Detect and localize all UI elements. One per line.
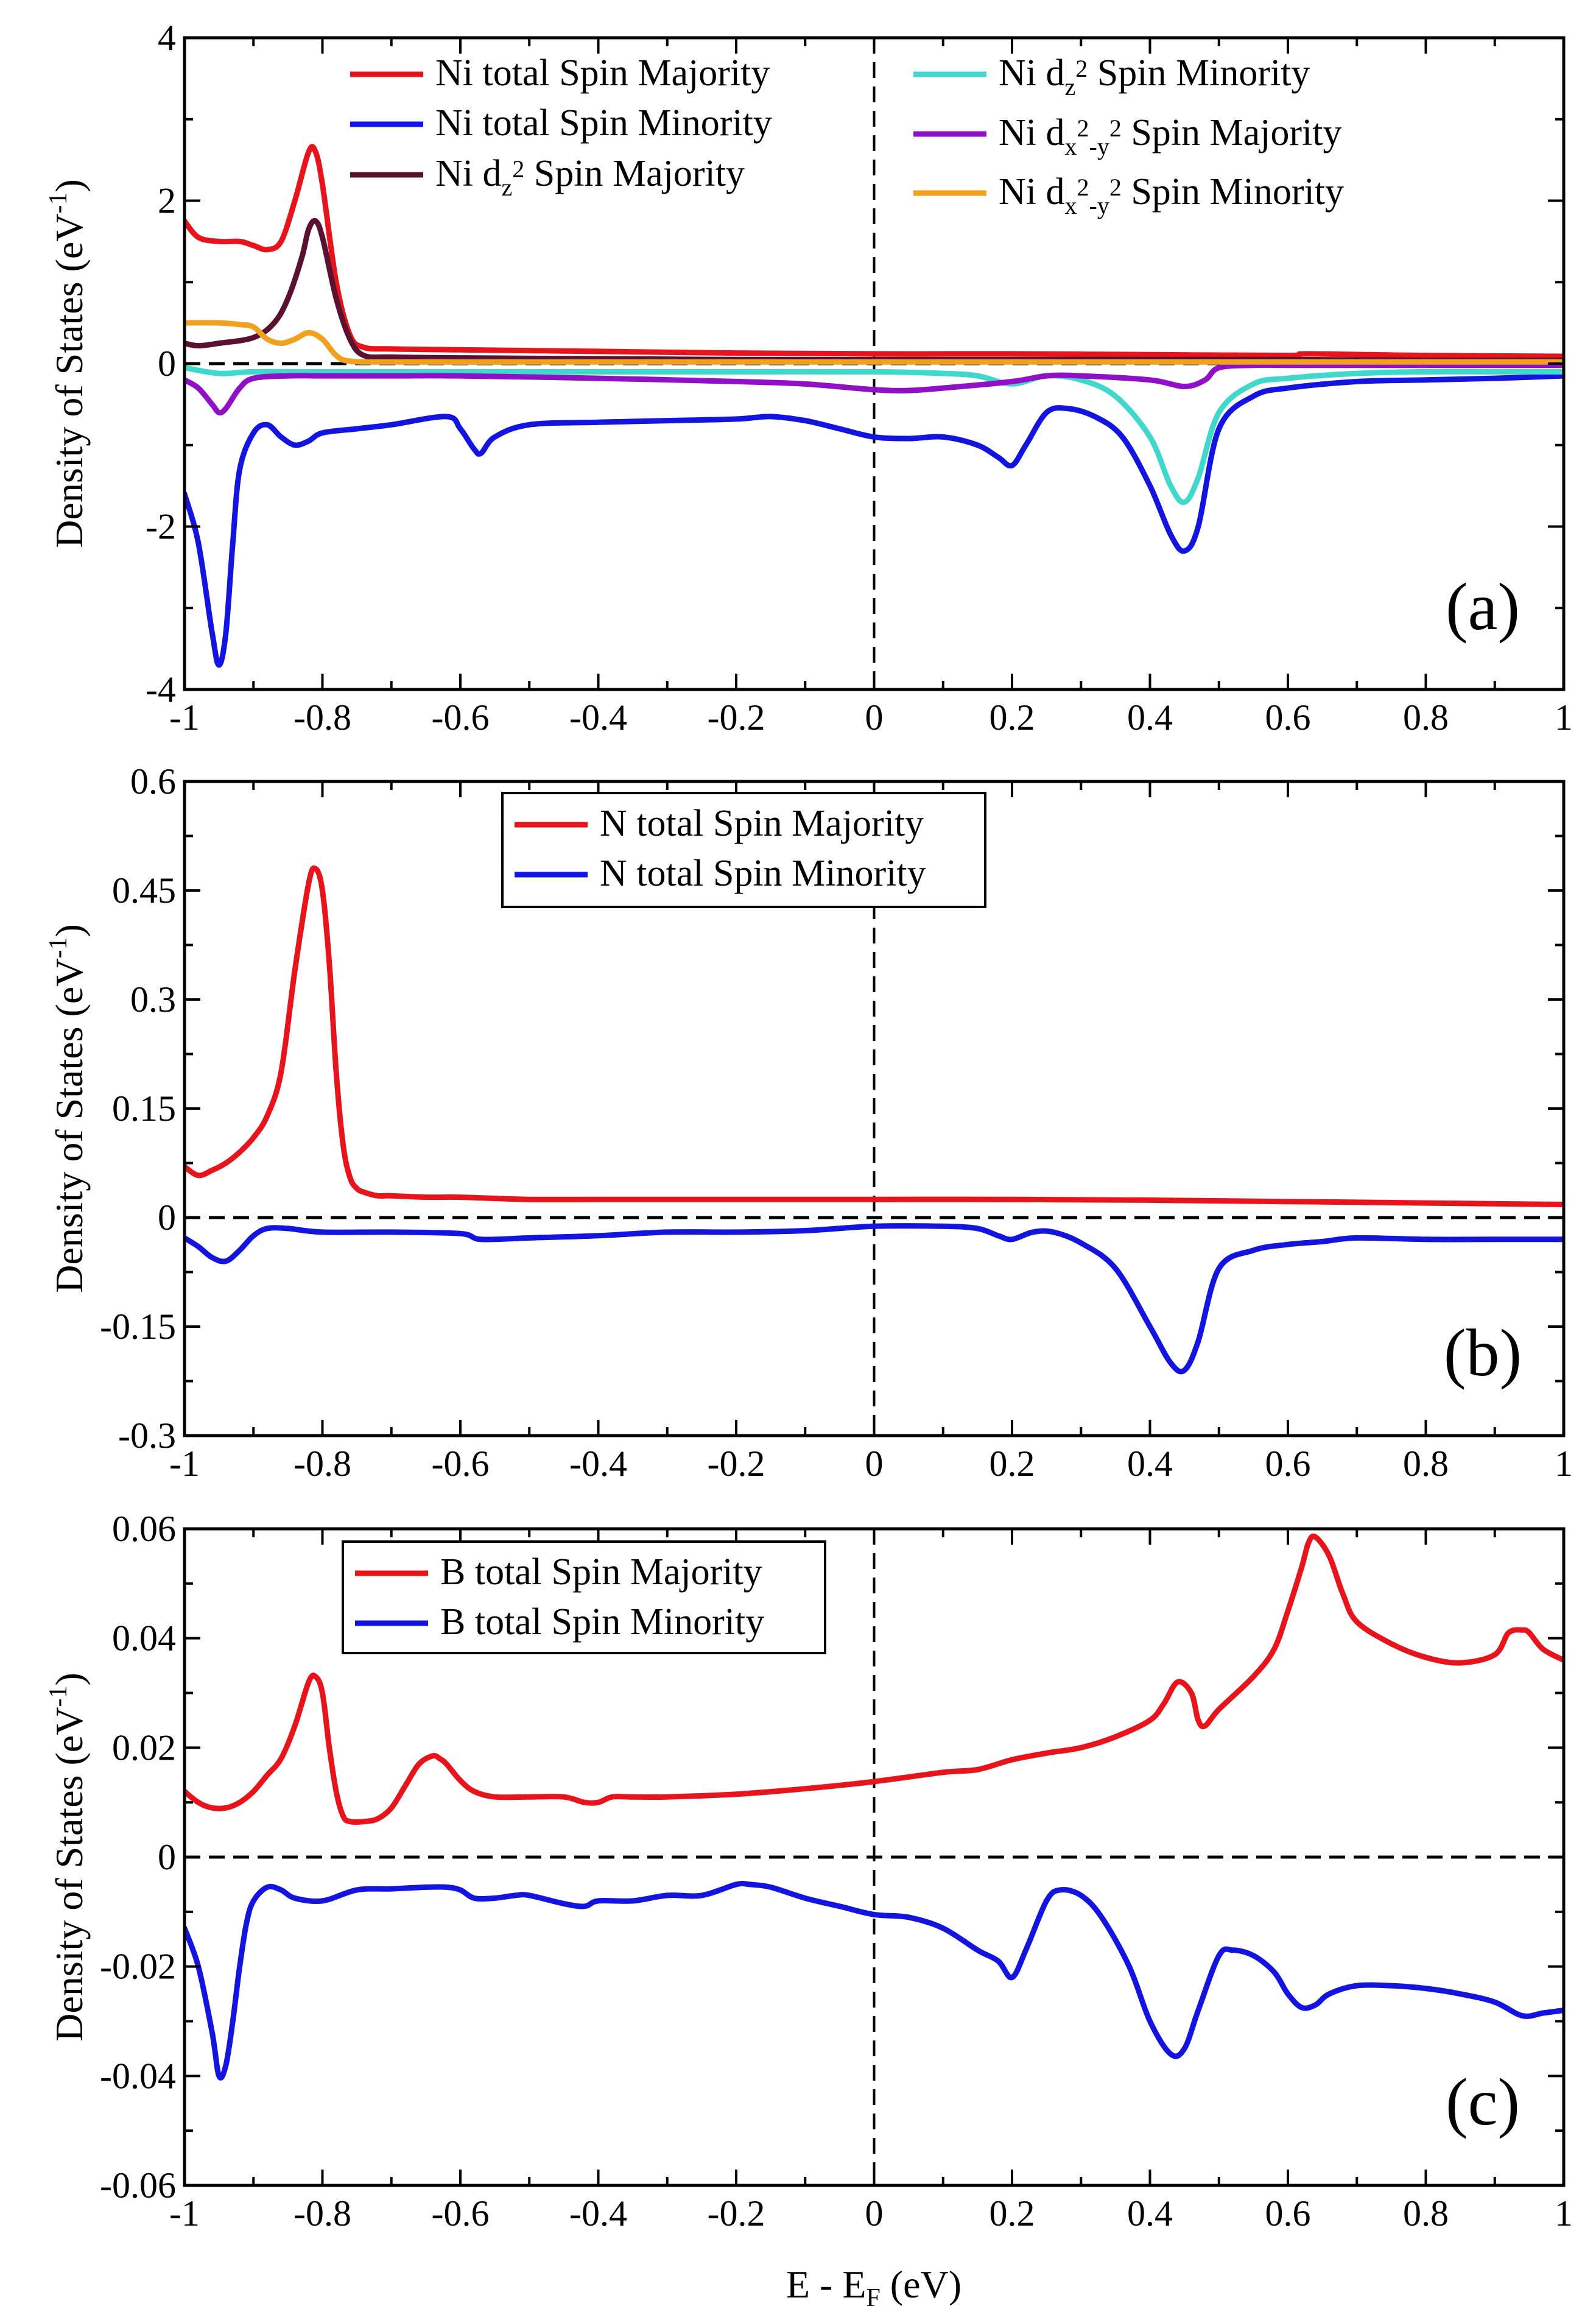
x-tick-label: -0.6 (432, 1444, 490, 1484)
x-tick-label: 0 (865, 697, 884, 738)
y-axis-title: Density of States (eV-1) (44, 179, 91, 548)
y-tick-label: 0.04 (112, 1618, 176, 1659)
y-axis-title: Density of States (eV-1) (44, 924, 91, 1293)
legend: N total Spin Majority N total Spin Minori… (501, 792, 986, 908)
series-line (185, 144, 1564, 359)
legend-label: B total Spin Majority (440, 1551, 762, 1593)
legend-label: N total Spin Minority (600, 853, 926, 894)
y-tick-label: 0.15 (112, 1088, 176, 1129)
y-tick-label: -0.04 (100, 2056, 176, 2096)
y-tick-label: 0.06 (112, 1509, 176, 1549)
x-tick-label: -0.6 (432, 697, 490, 738)
x-tick-label: -1 (169, 2193, 200, 2234)
x-tick-label: 0 (865, 1444, 884, 1484)
x-tick-label: -0.4 (569, 2193, 627, 2234)
legend-label: B total Spin Minority (440, 1601, 764, 1643)
x-tick-label: 0.8 (1403, 2193, 1449, 2234)
y-tick-label: 0 (158, 1197, 176, 1238)
y-tick-label: 0.45 (112, 870, 176, 911)
panel-b: -1 -0.8 -0.6 -0.4 -0.2 0 0.2 0.4 0.6 0.8 1 -0.3 -0.1… (44, 761, 1573, 1484)
x-tick-label: -0.2 (708, 697, 765, 738)
series-line (185, 865, 1564, 1207)
x-tick-label: 0.8 (1403, 697, 1449, 738)
x-tick-label: 0.8 (1403, 1444, 1449, 1484)
y-tick-label: -0.02 (100, 1947, 176, 1987)
x-axis-title: E - EF (eV) (786, 2263, 961, 2306)
y-tick-label: -0.15 (100, 1306, 176, 1347)
x-tick-label: -0.4 (569, 697, 627, 738)
legend-label: Ni dz2 Spin Majority (435, 153, 745, 201)
series-line (185, 373, 1564, 668)
legend-label: Ni dx2-y2 Spin Majority (999, 112, 1342, 160)
panel-a: -1 -0.8 -0.6 -0.4 -0.2 0 0.2 0.4 0.6 0.8 1 -4 -2 0 2 4 D… (44, 18, 1573, 738)
x-tick-label: -1 (169, 697, 200, 738)
x-tick-label: 1 (1555, 1444, 1573, 1484)
panel-label: (b) (1444, 1316, 1522, 1390)
x-tick-label: -0.4 (569, 1444, 627, 1484)
panel-label: (c) (1446, 2065, 1520, 2139)
legend-box (342, 1540, 826, 1654)
legend-label: Ni dx2-y2 Spin Minority (999, 171, 1344, 219)
y-tick-label: -2 (146, 507, 176, 547)
y-tick-label: 4 (158, 18, 176, 58)
y-tick-label: -0.3 (118, 1416, 176, 1456)
series-line (185, 1223, 1564, 1375)
x-tick-label: 0.4 (1127, 697, 1173, 738)
x-tick-label: -0.6 (432, 2193, 490, 2234)
x-tick-label: -0.8 (294, 1444, 351, 1484)
y-tick-label: -4 (146, 669, 176, 710)
x-tick-label: 0.6 (1265, 1444, 1311, 1484)
y-tick-label: -0.06 (100, 2165, 176, 2206)
series-line (185, 362, 1564, 416)
y-tick-label: 0 (158, 1837, 176, 1877)
x-tick-label: 0.4 (1127, 1444, 1173, 1484)
series-line (185, 1533, 1564, 1825)
y-tick-label: 2 (158, 181, 176, 221)
legend: B total Spin Majority B total Spin Minori… (342, 1540, 826, 1654)
legend-label: N total Spin Majority (600, 803, 924, 844)
series-line (185, 320, 1564, 365)
legend-box (501, 792, 986, 908)
x-tick-label: 0.4 (1127, 2193, 1173, 2234)
x-tick-label: 0.6 (1265, 697, 1311, 738)
y-tick-label: 0.3 (130, 979, 176, 1020)
x-tick-label: -0.8 (294, 697, 351, 738)
panel-c: -1 -0.8 -0.6 -0.4 -0.2 0 0.2 0.4 0.6 0.8 1 -0.06 -0.… (44, 1509, 1573, 2234)
x-tick-label: -0.8 (294, 2193, 351, 2234)
series-line (185, 1880, 1564, 2081)
panel-label: (a) (1446, 569, 1520, 644)
x-tick-label: -0.2 (708, 2193, 765, 2234)
x-tick-label: 0.2 (990, 1444, 1035, 1484)
y-tick-label: 0.02 (112, 1727, 176, 1768)
x-tick-label: 0 (865, 2193, 884, 2234)
y-tick-label: 0.6 (130, 761, 176, 802)
y-tick-label: 0 (158, 344, 176, 384)
legend-label: Ni dz2 Spin Minority (999, 52, 1310, 100)
x-tick-label: -1 (169, 1444, 200, 1484)
x-tick-label: -0.2 (708, 1444, 765, 1484)
x-tick-label: 0.6 (1265, 2193, 1311, 2234)
legend-label: Ni total Spin Minority (435, 102, 772, 144)
legend: Ni total Spin Majority Ni total Spin Mino… (350, 52, 1344, 219)
legend-label: Ni total Spin Majority (435, 52, 770, 94)
y-axis-title: Density of States (eV-1) (44, 1673, 91, 2042)
x-tick-label: 1 (1555, 697, 1573, 738)
x-tick-label: 1 (1555, 2193, 1573, 2234)
x-tick-label: 0.2 (990, 697, 1035, 738)
x-tick-label: 0.2 (990, 2193, 1035, 2234)
